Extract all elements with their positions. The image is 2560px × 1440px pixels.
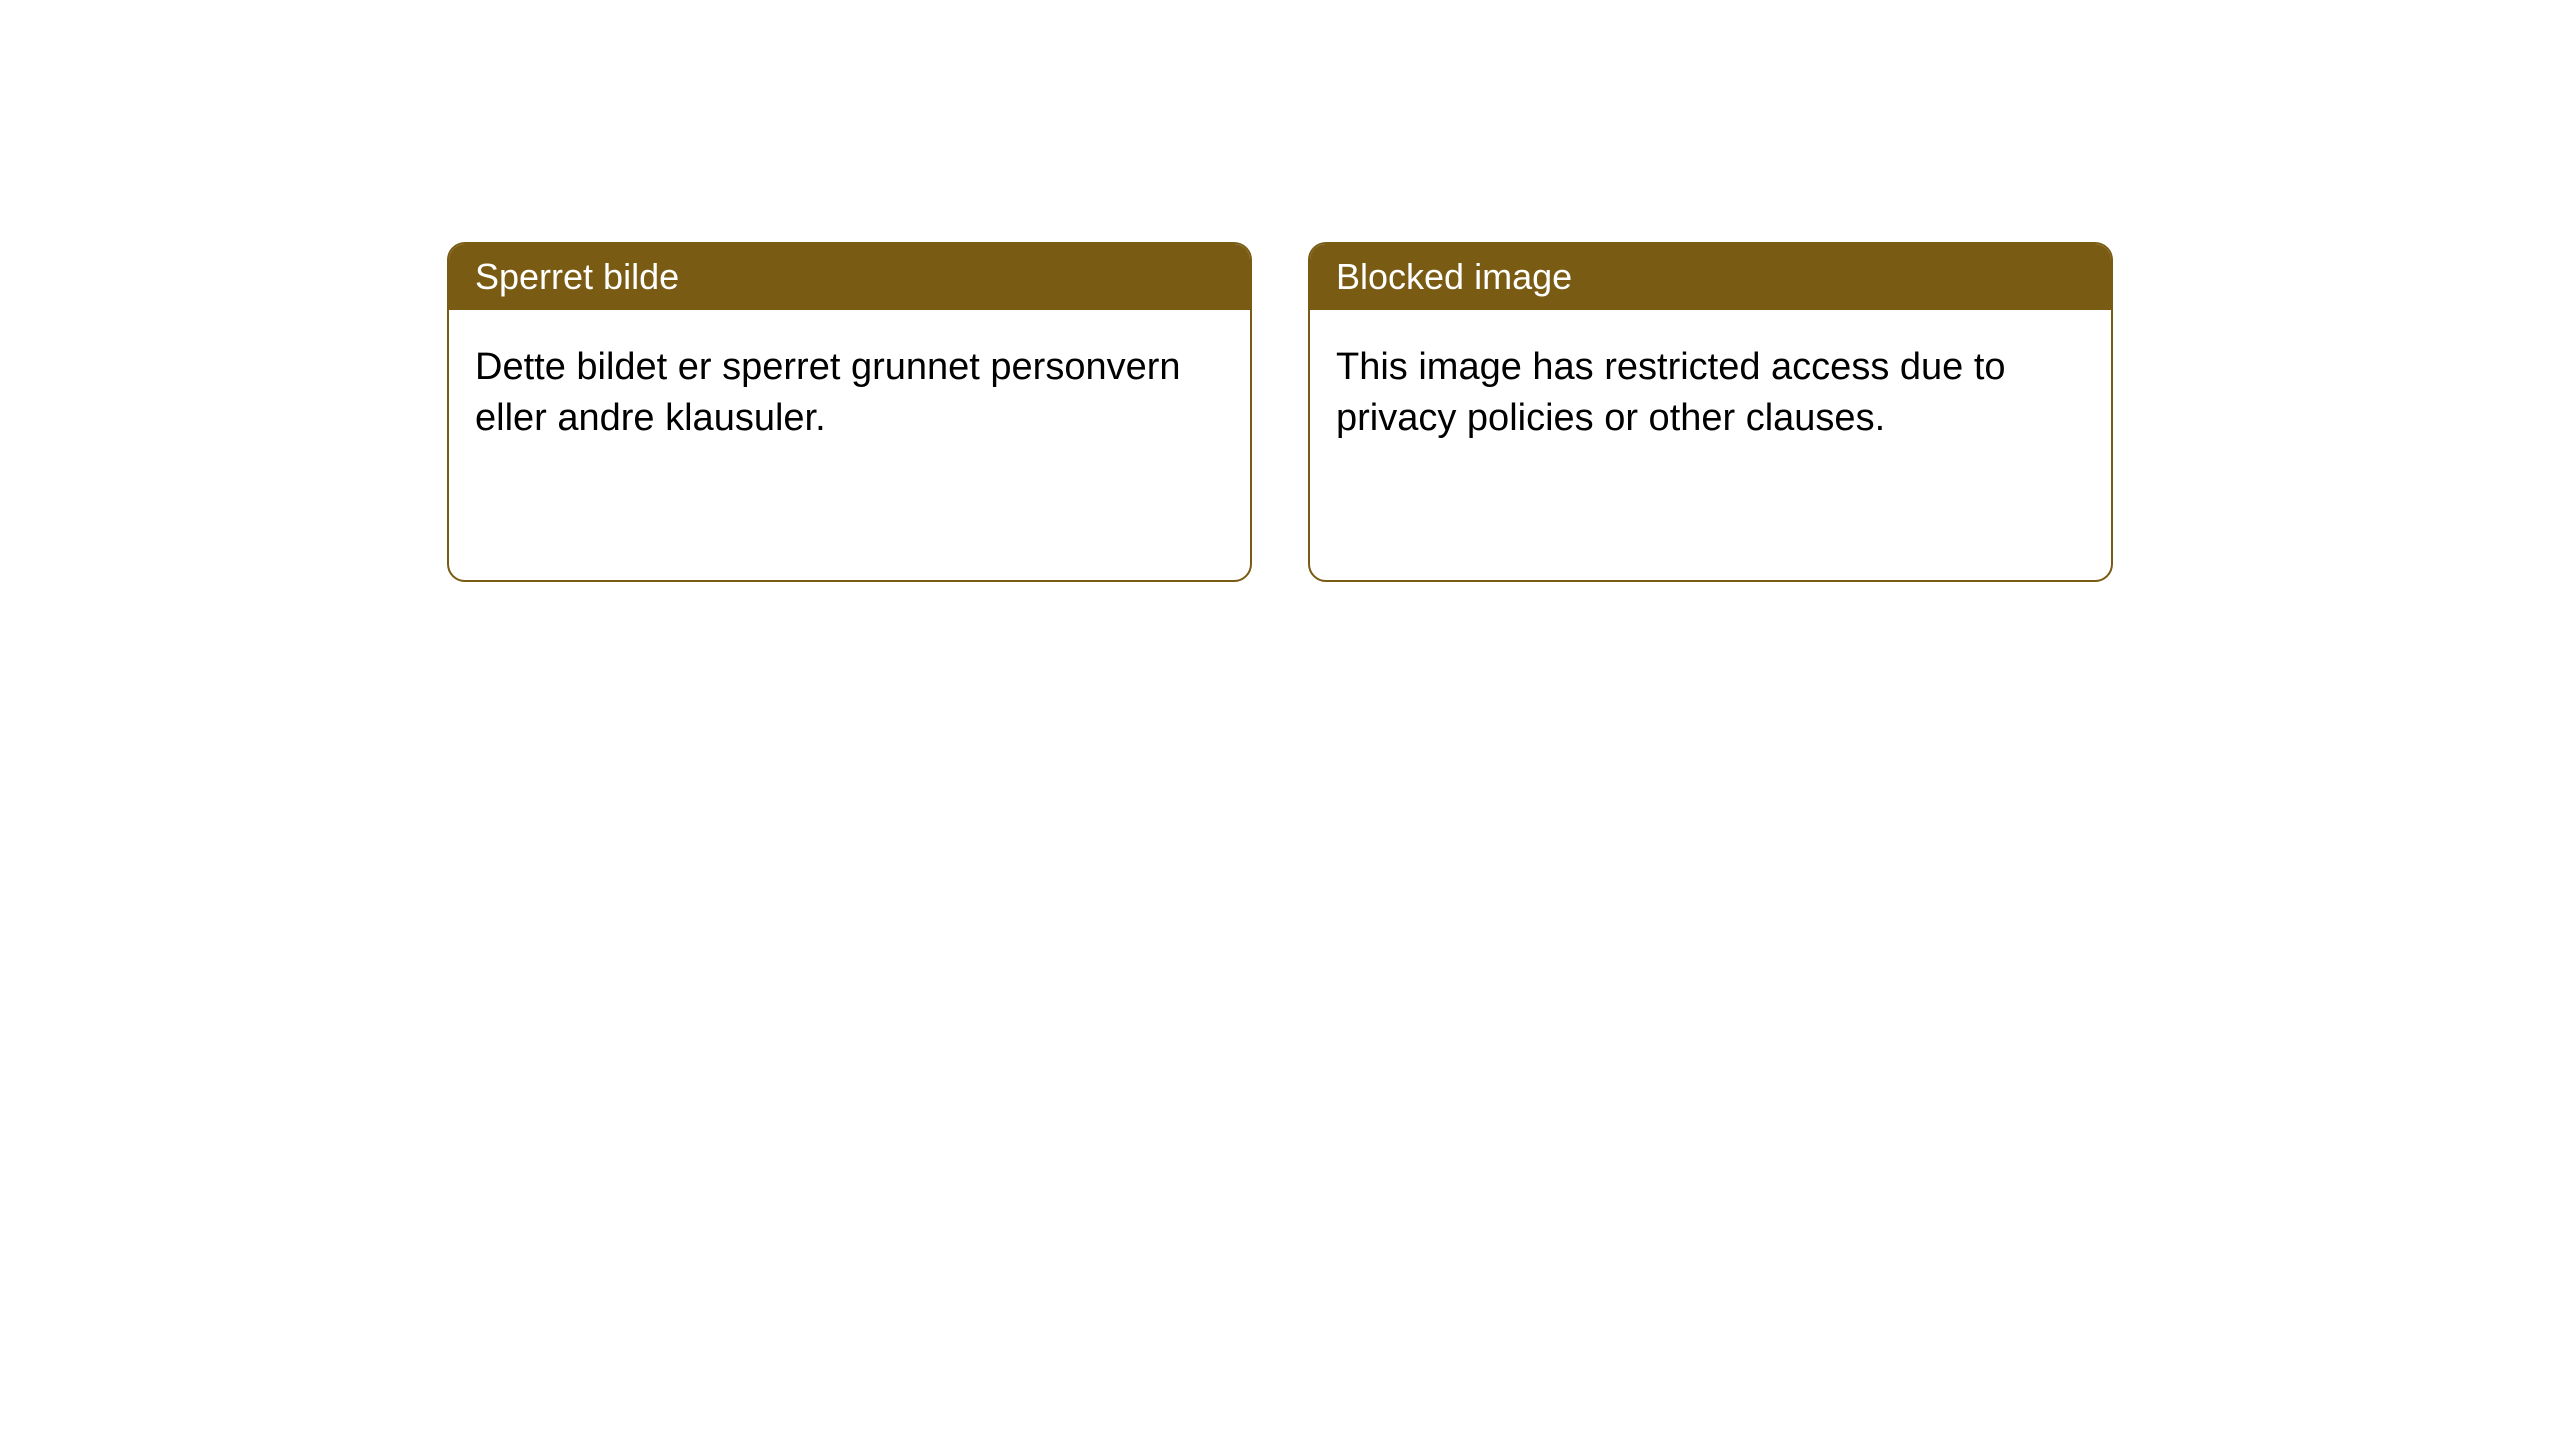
- notice-card-english-body: This image has restricted access due to …: [1310, 310, 2111, 477]
- notice-card-norwegian: Sperret bilde Dette bildet er sperret gr…: [447, 242, 1252, 582]
- notice-cards-container: Sperret bilde Dette bildet er sperret gr…: [447, 242, 2113, 582]
- notice-card-english-title: Blocked image: [1310, 244, 2111, 310]
- notice-card-english: Blocked image This image has restricted …: [1308, 242, 2113, 582]
- notice-card-norwegian-title: Sperret bilde: [449, 244, 1250, 310]
- notice-card-norwegian-body: Dette bildet er sperret grunnet personve…: [449, 310, 1250, 477]
